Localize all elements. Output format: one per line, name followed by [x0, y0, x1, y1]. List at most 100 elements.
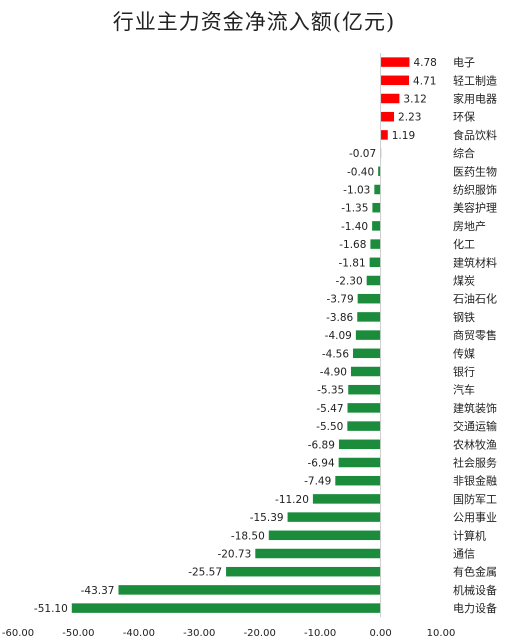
category-label: 建筑材料	[453, 255, 497, 269]
bar	[338, 457, 381, 468]
bar	[350, 366, 381, 377]
bar	[255, 548, 381, 559]
x-tick-label: -40.00	[123, 628, 155, 639]
bar	[268, 530, 381, 541]
data-label: 2.23	[398, 112, 421, 124]
category-label: 计算机	[453, 528, 486, 542]
bar	[380, 130, 388, 140]
bar	[312, 494, 381, 504]
data-label: -25.57	[188, 567, 222, 579]
category-label: 医药生物	[453, 164, 497, 178]
x-tick-label: -10.00	[304, 628, 336, 639]
data-label: -5.50	[316, 421, 343, 433]
category-label: 食品饮料	[453, 128, 497, 142]
x-tick-label: -60.00	[2, 628, 34, 639]
data-label: -1.81	[338, 257, 365, 269]
category-label: 电力设备	[453, 601, 497, 615]
category-label: 交通运输	[453, 419, 497, 433]
bar	[369, 257, 381, 268]
category-label: 通信	[453, 548, 475, 561]
category-label: 纺织服饰	[453, 183, 497, 197]
category-label: 家用电器	[453, 92, 497, 106]
x-tick-label: -50.00	[62, 628, 94, 639]
x-tick-label: 10.00	[427, 628, 456, 639]
category-label: 商贸零售	[453, 328, 497, 342]
category-label: 美容护理	[453, 201, 497, 215]
bar	[366, 275, 381, 286]
category-label: 机械设备	[453, 583, 497, 597]
category-label: 汽车	[453, 383, 475, 397]
bar	[338, 439, 381, 450]
data-label: -15.39	[250, 512, 284, 524]
data-label: -11.20	[275, 494, 309, 506]
bar	[380, 75, 410, 86]
bar	[380, 111, 395, 122]
category-label: 有色金属	[453, 565, 497, 579]
category-label: 国防军工	[453, 492, 497, 506]
category-label: 钢铁	[453, 311, 475, 324]
bar	[357, 293, 381, 304]
category-label: 石油石化	[453, 292, 497, 306]
data-label: -1.35	[341, 203, 368, 215]
data-label: -20.73	[217, 549, 251, 561]
category-label: 环保	[453, 110, 475, 124]
data-label: -4.56	[322, 348, 349, 360]
bar	[380, 57, 410, 67]
category-label: 电子	[453, 56, 475, 69]
data-label: -43.37	[81, 585, 115, 597]
data-label: -0.07	[349, 148, 376, 160]
bar	[287, 512, 381, 522]
category-label: 房地产	[453, 219, 486, 233]
data-label: -7.49	[304, 476, 331, 488]
bar	[353, 348, 381, 359]
data-label: 4.78	[413, 57, 436, 69]
category-label: 银行	[453, 365, 475, 379]
x-tick-label: -30.00	[183, 628, 215, 639]
category-label: 综合	[453, 146, 475, 160]
bar	[370, 239, 381, 249]
category-label: 非银金融	[453, 474, 497, 488]
category-label: 建筑装饰	[453, 401, 497, 415]
category-label: 煤炭	[453, 275, 475, 288]
bar	[357, 312, 381, 322]
data-label: -0.40	[347, 166, 374, 178]
category-label: 农林牧渔	[453, 437, 497, 451]
bar	[378, 166, 381, 177]
bar	[374, 184, 381, 195]
data-label: -1.03	[343, 185, 370, 197]
data-label: 4.71	[413, 75, 436, 87]
bar	[372, 202, 381, 213]
bar	[118, 585, 381, 595]
bar	[226, 566, 381, 577]
bar	[71, 603, 381, 613]
category-label: 化工	[453, 237, 475, 251]
bar	[380, 93, 400, 104]
data-label: -5.47	[316, 403, 343, 415]
x-tick-label: 0.00	[369, 628, 391, 639]
data-label: -6.89	[308, 439, 335, 451]
data-label: 1.19	[392, 130, 415, 142]
data-label: -2.30	[336, 276, 363, 288]
data-label: -5.35	[317, 385, 344, 397]
bar	[348, 384, 381, 395]
data-label: -6.94	[307, 458, 334, 470]
data-label: -4.09	[325, 330, 352, 342]
chart-title: 行业主力资金净流入额(亿元)	[112, 10, 396, 34]
category-label: 社会服务	[453, 456, 497, 470]
bar	[372, 221, 381, 231]
bar	[347, 421, 381, 431]
data-label: -18.50	[231, 530, 265, 542]
bar	[347, 403, 381, 413]
bar	[335, 475, 381, 486]
data-label: -51.10	[34, 603, 68, 615]
category-label: 传媒	[453, 347, 475, 360]
data-label: -1.40	[341, 221, 368, 233]
x-tick-label: -20.00	[244, 628, 276, 639]
data-label: -3.86	[326, 312, 353, 324]
bar	[355, 330, 381, 340]
data-label: -1.68	[339, 239, 366, 251]
data-label: -3.79	[326, 294, 353, 306]
data-label: 3.12	[403, 94, 426, 106]
data-label: -4.90	[320, 367, 347, 379]
